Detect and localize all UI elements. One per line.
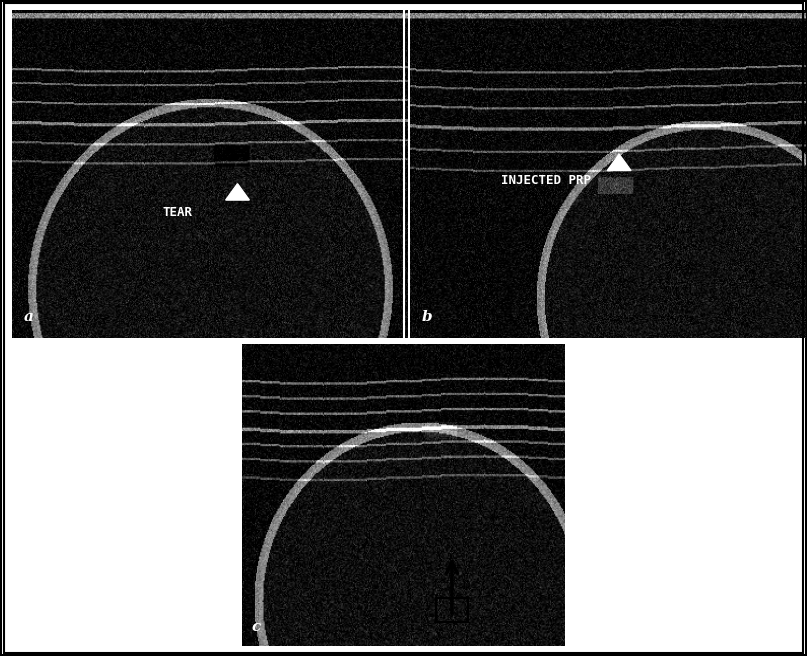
Polygon shape	[607, 154, 631, 171]
Text: c: c	[252, 620, 261, 634]
Text: a: a	[24, 310, 34, 325]
Polygon shape	[226, 184, 249, 200]
Text: b: b	[421, 310, 432, 325]
Text: INJECTED PRP: INJECTED PRP	[500, 174, 591, 187]
Text: TEAR: TEAR	[162, 207, 192, 220]
